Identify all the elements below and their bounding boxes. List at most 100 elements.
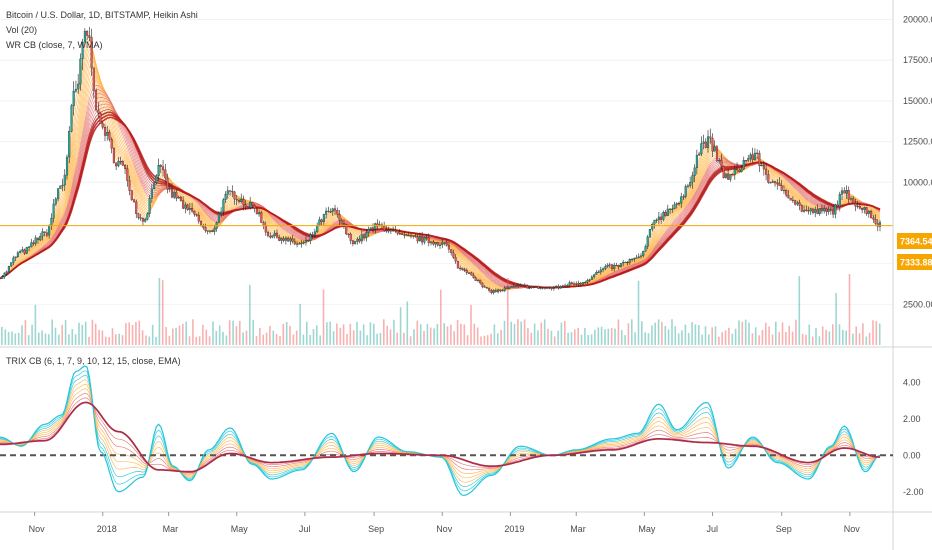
price-badge-last-text: 7364.54 bbox=[900, 237, 932, 247]
candle-body bbox=[579, 282, 582, 285]
volume-bar bbox=[811, 336, 814, 345]
volume-bar bbox=[795, 319, 797, 345]
volume-bar bbox=[567, 332, 569, 345]
price-badge-level-bg bbox=[897, 254, 932, 270]
volume-legend[interactable]: Vol (20) bbox=[6, 25, 37, 35]
volume-bar bbox=[88, 336, 90, 345]
candle-body bbox=[450, 249, 453, 253]
ribbon-legend[interactable]: WR CB (close, 7, WMA) bbox=[6, 40, 103, 50]
price-tick-label: 2500.00 bbox=[903, 299, 932, 309]
candle-body bbox=[311, 234, 314, 236]
candle-body bbox=[79, 58, 82, 85]
volume-bar bbox=[198, 336, 201, 345]
candle-body bbox=[664, 212, 667, 216]
candle-body bbox=[541, 287, 544, 289]
volume-bar bbox=[329, 321, 331, 345]
volume-bar bbox=[145, 335, 147, 345]
candle-body bbox=[852, 198, 855, 204]
candle-body bbox=[103, 127, 107, 136]
candle-body bbox=[740, 168, 743, 173]
candle-body bbox=[432, 241, 435, 245]
candle-body bbox=[434, 242, 437, 245]
volume-bar bbox=[195, 336, 197, 345]
candle-body bbox=[606, 265, 609, 267]
volume-bar bbox=[513, 323, 516, 345]
volume-bar bbox=[537, 330, 539, 345]
volume-bar bbox=[527, 328, 529, 345]
time-axis[interactable]: Nov 2018 Mar May Jul Sep Nov 2019 Mar May Jul Sep No… bbox=[29, 512, 861, 534]
candle-body bbox=[704, 141, 707, 148]
volume-bar bbox=[326, 322, 328, 345]
volume-bar bbox=[842, 329, 844, 345]
candle-body bbox=[320, 219, 323, 223]
symbol-legend[interactable]: Bitcoin / U.S. Dollar, 1D, BITSTAMP, Hei… bbox=[6, 10, 198, 20]
candle-body bbox=[671, 208, 674, 210]
candle-body bbox=[878, 222, 882, 227]
volume-bar bbox=[708, 334, 710, 345]
candle-body bbox=[543, 287, 547, 289]
candle-body bbox=[581, 282, 584, 285]
volume-bar bbox=[476, 327, 479, 345]
candle-body bbox=[363, 234, 366, 238]
candle-body bbox=[237, 199, 241, 202]
candle-body bbox=[392, 229, 395, 231]
candle-body bbox=[72, 90, 75, 106]
volume-bar bbox=[768, 326, 770, 345]
volume-bar bbox=[436, 324, 439, 345]
candle-body bbox=[206, 230, 209, 232]
volume-bar bbox=[376, 333, 378, 345]
volume-bar bbox=[423, 330, 425, 345]
volume-bar bbox=[687, 333, 690, 345]
candle-body bbox=[418, 236, 421, 242]
volume-bar bbox=[433, 328, 435, 345]
candle-body bbox=[126, 168, 129, 181]
candle-body bbox=[720, 160, 723, 167]
candle-body bbox=[231, 191, 234, 193]
volume-bar bbox=[453, 331, 455, 345]
volume-bar bbox=[252, 319, 254, 345]
candle-body bbox=[619, 263, 622, 268]
candle-body bbox=[170, 188, 174, 198]
candle-body bbox=[467, 272, 471, 274]
candle-body bbox=[191, 208, 194, 212]
candle-body bbox=[861, 208, 864, 210]
candle-body bbox=[510, 286, 513, 288]
volume-bar bbox=[701, 334, 703, 345]
candle-body bbox=[870, 211, 873, 218]
candle-body bbox=[552, 287, 555, 289]
volume-bar bbox=[731, 333, 734, 345]
candle-body bbox=[199, 221, 203, 226]
candle-body bbox=[43, 231, 46, 233]
candle-body bbox=[36, 237, 40, 241]
volume-bar bbox=[366, 335, 368, 345]
volume-bar bbox=[17, 333, 20, 345]
candle-body bbox=[137, 213, 140, 218]
candle-body bbox=[416, 236, 419, 242]
candle-body bbox=[686, 185, 689, 187]
candle-body bbox=[83, 30, 86, 43]
candle-body bbox=[284, 237, 287, 241]
candle-body bbox=[856, 205, 859, 208]
volume-bar bbox=[125, 323, 127, 345]
candle-body bbox=[117, 161, 120, 167]
candle-body bbox=[561, 285, 564, 287]
volume-bar bbox=[711, 327, 713, 345]
trix-axis[interactable]: 4.00 2.00 0.00 -2.00 bbox=[903, 377, 924, 496]
price-tick-label: 17500.00 bbox=[903, 55, 932, 65]
candle-body bbox=[724, 173, 727, 178]
candle-body bbox=[825, 208, 828, 212]
candle-body bbox=[823, 208, 826, 212]
volume-bar bbox=[761, 330, 764, 345]
candle-body bbox=[749, 154, 752, 159]
volume-bar bbox=[31, 324, 33, 345]
volume-bar bbox=[259, 328, 261, 345]
volume-bar bbox=[373, 323, 375, 345]
candle-body bbox=[128, 180, 131, 191]
candle-body bbox=[789, 197, 792, 201]
candle-body bbox=[610, 264, 614, 269]
volume-bar bbox=[316, 325, 318, 345]
volume-bar bbox=[91, 319, 94, 345]
trix-legend[interactable]: TRIX CB (6, 1, 7, 9, 10, 12, 15, close, … bbox=[6, 356, 181, 366]
candle-body bbox=[608, 264, 611, 266]
